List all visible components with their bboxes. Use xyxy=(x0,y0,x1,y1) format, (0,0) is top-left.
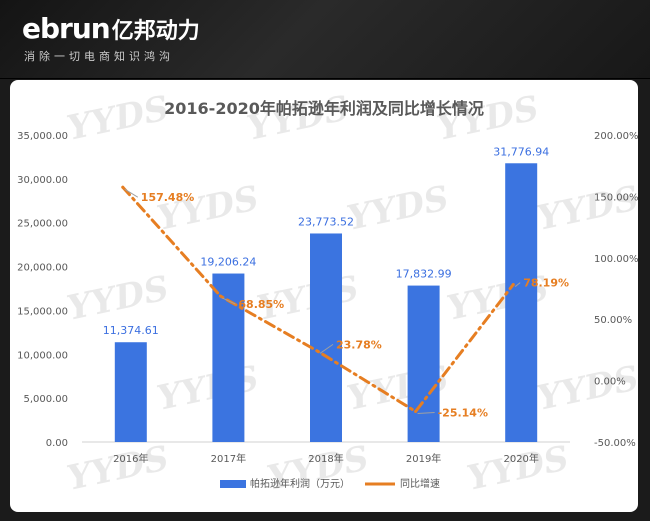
y-left-tick-label: 30,000.00 xyxy=(17,175,68,186)
legend: 帕拓逊年利润（万元） 同比增速 xyxy=(220,477,440,490)
line-series xyxy=(121,185,515,414)
bar-data-label: 11,374.61 xyxy=(103,324,159,337)
y-left-tick-label: 25,000.00 xyxy=(17,219,68,230)
y-left-tick-label: 15,000.00 xyxy=(17,306,68,317)
x-tick-label: 2019年 xyxy=(406,452,441,465)
y-right-tick-label: 200.00% xyxy=(594,131,638,142)
line-data-label: 68.85% xyxy=(238,298,284,311)
slogan: 消除一切电商知识鸿沟 xyxy=(24,50,174,63)
legend-swatch-bar xyxy=(220,480,246,488)
y-left-tick-label: 0.00 xyxy=(46,438,68,449)
chart-card: YYDS YYDS YYDS YYDS YYDS YYDS YYDS YYDS YYDS YYDS… xyxy=(10,80,638,512)
line-point xyxy=(218,294,222,298)
line-data-label: 23.78% xyxy=(336,338,382,351)
watermark-text: YYDS xyxy=(154,358,263,418)
y-right-tick-label: 100.00% xyxy=(594,254,638,265)
logo-cn: 亿邦动力 xyxy=(111,19,200,44)
line-point xyxy=(121,185,125,189)
y-right-tick-label: 0.00% xyxy=(594,377,626,388)
y-right-tick-label: -50.00% xyxy=(594,438,636,449)
y-left-tick-label: 20,000.00 xyxy=(17,263,68,274)
y-left-tick-label: 10,000.00 xyxy=(17,350,68,361)
watermark-text: YYDS xyxy=(434,88,543,148)
line-data-label: 78.19% xyxy=(523,277,569,290)
data-labels: 11,374.61 19,206.24 23,773.52 17,832.99 31,7… xyxy=(103,145,569,419)
watermark-text: YYDS xyxy=(464,438,573,498)
bar-data-label: 19,206.24 xyxy=(200,256,256,269)
watermark-text: YYDS xyxy=(64,438,173,498)
x-tick-label: 2016年 xyxy=(113,452,148,465)
y-right-tick-label: 50.00% xyxy=(594,315,632,326)
leader-line xyxy=(514,282,521,287)
line-point xyxy=(414,409,418,413)
watermark-text: YYDS xyxy=(534,178,638,238)
watermark-layer: YYDS YYDS YYDS YYDS YYDS YYDS YYDS YYDS YYDS YYDS… xyxy=(64,88,638,498)
y-left-tick-label: 35,000.00 xyxy=(17,131,68,142)
bar xyxy=(310,233,342,442)
chart-title: 2016-2020年帕拓逊年利润及同比增长情况 xyxy=(164,99,484,118)
line-data-label: 157.48% xyxy=(141,191,194,204)
bar-data-label: 23,773.52 xyxy=(298,215,354,228)
y-right-tick-label: 150.00% xyxy=(594,192,638,203)
leader-line xyxy=(124,188,139,198)
legend-label-bar: 帕拓逊年利润（万元） xyxy=(250,477,350,490)
watermark-text: YYDS xyxy=(534,358,638,418)
line-point xyxy=(316,349,320,353)
leader-line xyxy=(417,411,435,414)
bar-data-label: 17,832.99 xyxy=(396,268,452,281)
header-banner: ebrun亿邦动力 消除一切电商知识鸿沟 xyxy=(0,0,650,79)
line-data-label: -25.14% xyxy=(438,406,488,419)
bar xyxy=(505,163,538,442)
logo-latin: ebrun xyxy=(22,12,111,45)
x-tick-label: 2018年 xyxy=(308,452,343,465)
leader-line xyxy=(222,297,236,305)
chart-svg: YYDS YYDS YYDS YYDS YYDS YYDS YYDS YYDS YYDS YYDS… xyxy=(17,88,638,498)
line-point xyxy=(511,283,515,287)
legend-label-line: 同比增速 xyxy=(400,477,440,490)
x-tick-label: 2020年 xyxy=(503,452,538,465)
bar xyxy=(114,342,147,442)
bar-data-label: 31,776.94 xyxy=(493,145,549,158)
watermark-text: YYDS xyxy=(344,178,453,238)
leader-line xyxy=(319,343,334,354)
watermark-text: YYDS xyxy=(64,268,173,328)
ebrun-logo: ebrun亿邦动力 xyxy=(22,14,200,47)
x-tick-label: 2017年 xyxy=(211,452,246,465)
watermark-text: YYDS xyxy=(244,88,353,148)
bar xyxy=(407,285,440,442)
y-left-tick-label: 5,000.00 xyxy=(23,394,68,405)
watermark-text: YYDS xyxy=(64,88,173,148)
watermark-text: YYDS xyxy=(154,178,263,238)
